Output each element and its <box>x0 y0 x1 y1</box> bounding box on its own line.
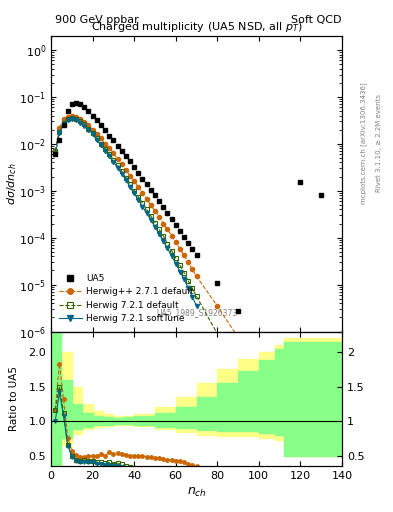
Text: mcplots.cern.ch [arXiv:1306.3436]: mcplots.cern.ch [arXiv:1306.3436] <box>360 82 367 204</box>
Title: Charged multiplicity (UA5 NSD, all $p_T$): Charged multiplicity (UA5 NSD, all $p_T$… <box>90 20 303 34</box>
Y-axis label: Ratio to UA5: Ratio to UA5 <box>9 366 19 431</box>
Text: Soft QCD: Soft QCD <box>292 15 342 25</box>
Text: 900 GeV ppbar: 900 GeV ppbar <box>55 15 139 25</box>
Y-axis label: $d\sigma/dn_{ch}$: $d\sigma/dn_{ch}$ <box>5 162 19 205</box>
Legend: UA5, Herwig++ 2.7.1 default, Herwig 7.2.1 default, Herwig 7.2.1 softTune: UA5, Herwig++ 2.7.1 default, Herwig 7.2.… <box>55 270 198 327</box>
X-axis label: $n_{ch}$: $n_{ch}$ <box>187 486 206 499</box>
Text: Rivet 3.1.10, ≥ 2.2M events: Rivet 3.1.10, ≥ 2.2M events <box>376 94 382 193</box>
Text: UA5_1989_S1926373: UA5_1989_S1926373 <box>156 308 237 317</box>
